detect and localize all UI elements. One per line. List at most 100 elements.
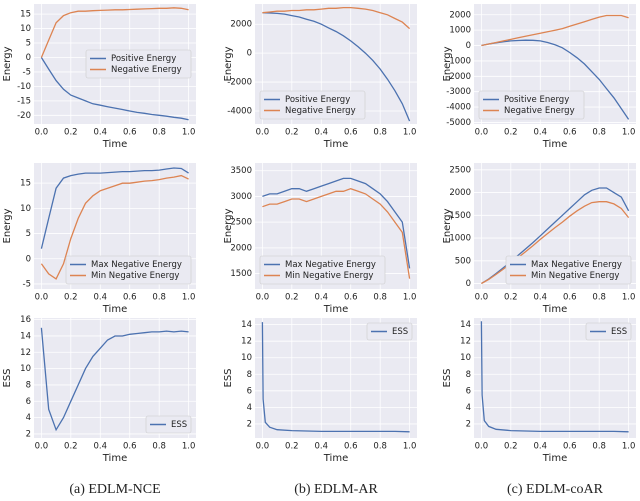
legend-label: ESS [392, 327, 408, 337]
x-tick-label: 0.0 [475, 442, 489, 452]
legend-label: Positive Energy [285, 95, 350, 105]
y-tick-label: 8 [466, 370, 471, 380]
x-tick-label: 0.0 [256, 442, 270, 452]
x-axis-label: Time [542, 304, 567, 315]
x-axis-label: Time [323, 453, 348, 464]
x-tick-label: 1.0 [622, 128, 636, 138]
y-tick-label: -20 [17, 111, 31, 121]
x-tick-label: 0.8 [152, 128, 166, 138]
series-line [40, 327, 189, 432]
y-tick-label: 0 [26, 53, 31, 63]
x-tick-label: 0.2 [285, 442, 299, 452]
y-tick-label: 8 [26, 380, 31, 390]
x-tick-label: 0.2 [285, 128, 299, 138]
y-axis-label: ESS [223, 368, 234, 387]
y-tick-label: 10 [241, 353, 252, 363]
legend-box [145, 415, 192, 434]
legend-label: Positive Energy [504, 95, 569, 105]
y-tick-label: 2 [247, 419, 252, 429]
x-tick-label: 0.4 [534, 293, 548, 303]
x-tick-label: 1.0 [622, 293, 636, 303]
legend-label: Min Negative Energy [531, 271, 619, 281]
y-tick-label: -3000 [446, 87, 471, 97]
y-tick-label: -5 [23, 67, 31, 77]
legend-label: ESS [171, 420, 187, 430]
y-tick-label: 6 [466, 386, 471, 396]
x-tick-label: 0.8 [592, 128, 606, 138]
x-tick-label: 0.4 [94, 293, 108, 303]
x-tick-label: 1.0 [622, 442, 636, 452]
y-axis-label: Energy [2, 208, 13, 243]
y-axis-label: Energy [442, 208, 453, 243]
y-axis-label: ESS [2, 368, 13, 387]
y-tick-label: 4 [247, 403, 252, 413]
x-tick-label: 0.2 [64, 293, 78, 303]
x-tick-label: 0.4 [534, 128, 548, 138]
x-tick-label: 0.6 [344, 442, 358, 452]
series-line [40, 7, 189, 58]
x-axis-label: Time [323, 139, 348, 150]
x-tick-label: 0.0 [35, 293, 49, 303]
y-axis-label: Energy [442, 46, 453, 81]
series-line [481, 14, 629, 47]
y-tick-label: 2 [466, 419, 471, 429]
y-axis-label: Energy [223, 46, 234, 81]
y-tick-label: 10 [20, 364, 31, 374]
caption: (b) EDLM-AR [294, 482, 378, 497]
y-tick-label: 2000 [449, 188, 471, 198]
y-tick-label: 5 [26, 39, 31, 49]
x-tick-label: 0.0 [35, 442, 49, 452]
x-tick-label: 0.8 [592, 442, 606, 452]
x-tick-label: 0.0 [35, 128, 49, 138]
y-tick-label: 10 [20, 24, 31, 34]
x-tick-label: 1.0 [403, 293, 417, 303]
x-tick-label: 0.2 [285, 293, 299, 303]
x-tick-label: 0.6 [123, 442, 137, 452]
y-axis-label: Energy [2, 46, 13, 81]
y-tick-label: 1000 [449, 26, 471, 36]
series-line [262, 177, 411, 269]
y-tick-label: -2000 [446, 72, 471, 82]
legend-box [65, 255, 192, 285]
x-tick-label: 0.2 [64, 128, 78, 138]
series-line [481, 39, 630, 120]
legend-box [259, 255, 386, 285]
x-tick-label: 0.8 [373, 128, 387, 138]
x-tick-label: 0.0 [475, 128, 489, 138]
y-tick-label: -4000 [446, 103, 471, 113]
legend-box [585, 322, 632, 341]
x-tick-label: 0.0 [475, 293, 489, 303]
x-axis-label: Time [542, 453, 567, 464]
legend-box [259, 90, 366, 120]
y-tick-label: 15 [20, 179, 31, 189]
y-axis-label: ESS [442, 368, 453, 387]
y-tick-label: -10 [17, 82, 31, 92]
x-axis-label: Time [323, 304, 348, 315]
x-axis-label: Time [542, 139, 567, 150]
y-tick-label: 1500 [449, 211, 471, 221]
x-axis-label: Time [102, 304, 127, 315]
y-tick-label: 2000 [230, 20, 252, 30]
y-tick-label: -5000 [446, 118, 471, 128]
legend-label: ESS [611, 327, 627, 337]
x-tick-label: 0.4 [315, 128, 329, 138]
x-tick-label: 1.0 [182, 128, 196, 138]
y-tick-label: -4000 [227, 106, 252, 116]
legend-label: Max Negative Energy [91, 260, 182, 270]
legend-label: Min Negative Energy [285, 271, 373, 281]
series-line [480, 321, 629, 433]
x-tick-label: 0.4 [94, 442, 108, 452]
legend-label: Negative Energy [504, 106, 575, 116]
x-tick-label: 0.6 [563, 293, 577, 303]
y-tick-label: -2000 [227, 78, 252, 88]
series-line [261, 322, 410, 433]
y-tick-label: 2000 [230, 243, 252, 253]
x-axis-label: Time [102, 453, 127, 464]
x-tick-label: 0.2 [504, 293, 518, 303]
series-line [40, 57, 189, 121]
legend-label: Min Negative Energy [91, 271, 179, 281]
y-tick-label: 3000 [230, 192, 252, 202]
y-tick-label: 0 [466, 41, 471, 51]
series-line [262, 6, 411, 30]
